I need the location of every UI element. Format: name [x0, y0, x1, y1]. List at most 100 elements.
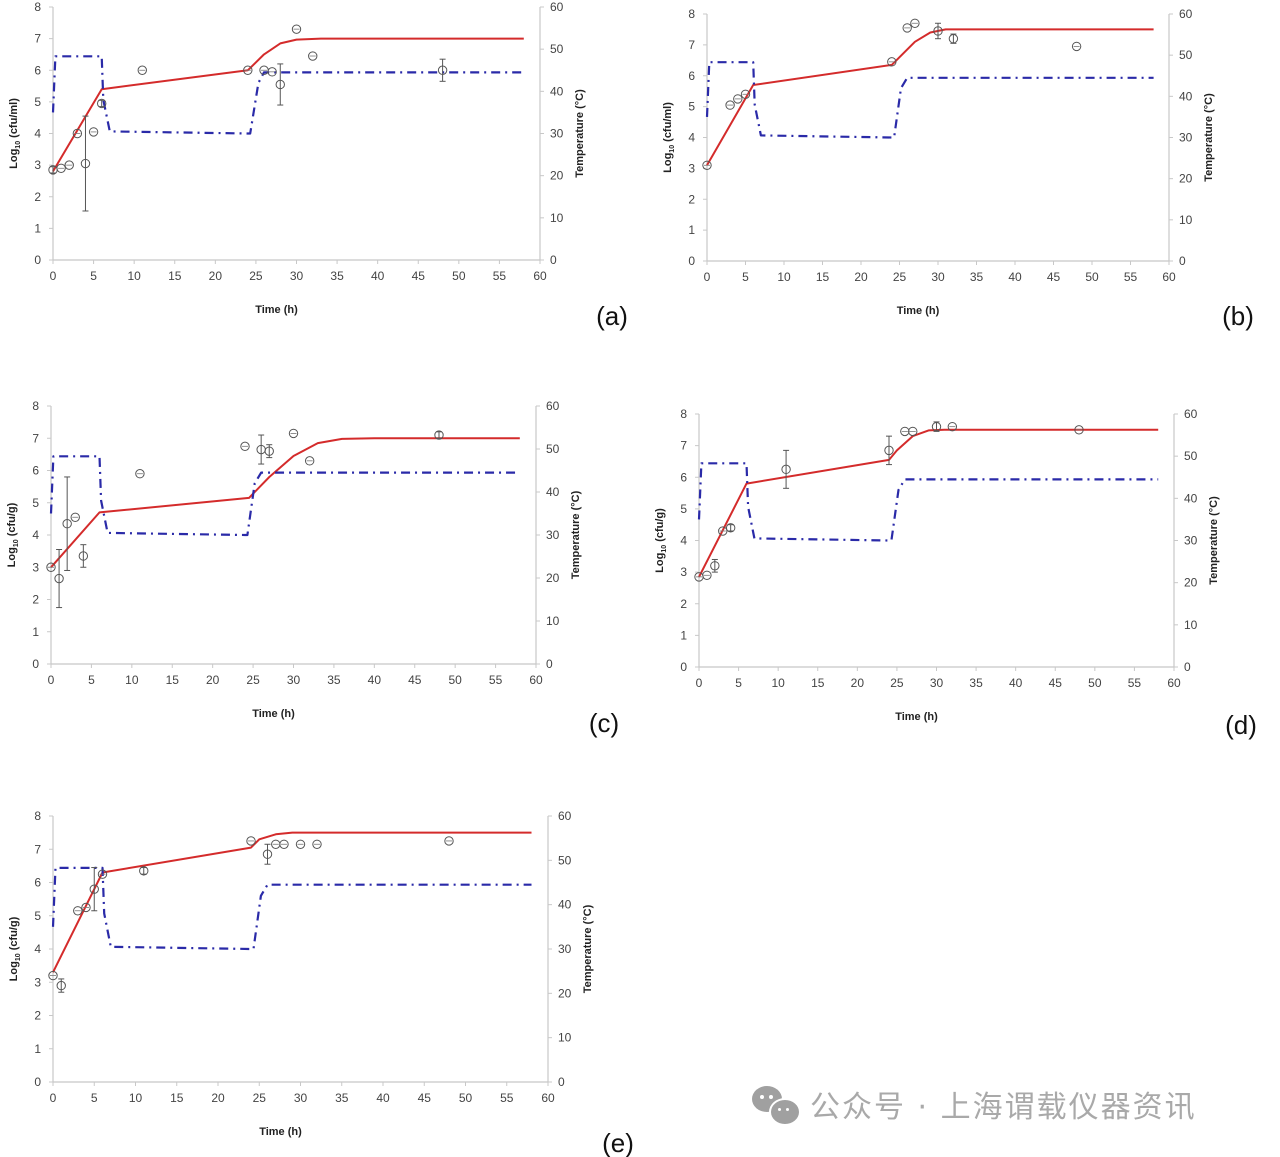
y-tick-label: 1	[34, 1042, 41, 1056]
y2-tick-label: 40	[546, 485, 560, 499]
y-tick-label: 8	[34, 0, 41, 14]
x-tick-label: 0	[50, 1091, 57, 1105]
y-tick-label: 6	[32, 464, 39, 478]
data-point	[291, 24, 302, 34]
temperature-curve	[49, 455, 520, 537]
x-tick-label: 15	[811, 676, 825, 690]
y-tick-label: 2	[34, 1009, 41, 1023]
y-tick-label: 2	[688, 192, 695, 206]
y-tick-label: 0	[688, 254, 695, 268]
x-tick-label: 20	[854, 270, 868, 284]
y-axis-title: Log10 (cfu/g)	[6, 502, 20, 567]
y2-tick-label: 50	[558, 853, 572, 867]
wechat-icon	[752, 1084, 801, 1126]
x-tick-label: 40	[371, 269, 385, 283]
x-tick-label: 60	[529, 673, 543, 687]
x-tick-label: 30	[931, 270, 945, 284]
data-point	[264, 446, 274, 456]
panel-d: 0 5 10 15 20 25 30 35 40 45 50 55 600123456780102030…	[654, 407, 1257, 740]
x-tick-label: 40	[1009, 676, 1023, 690]
x-tick-label: 50	[452, 269, 466, 283]
y-tick-label: 6	[34, 63, 41, 77]
x-tick-label: 45	[1049, 676, 1063, 690]
data-point	[702, 570, 712, 580]
data-point	[72, 128, 83, 139]
y2-tick-label: 30	[558, 942, 572, 956]
temperature-curve	[697, 462, 1159, 542]
data-point	[948, 34, 959, 44]
y-tick-label: 3	[32, 560, 39, 574]
data-point	[718, 526, 728, 536]
x-tick-label: 5	[90, 269, 97, 283]
y2-tick-label: 60	[558, 809, 572, 823]
temperature-curve	[705, 61, 1154, 139]
data-point	[437, 65, 448, 75]
y-tick-label: 1	[32, 625, 39, 639]
data-point	[702, 160, 712, 170]
y2-tick-label: 20	[550, 169, 564, 183]
y2-axis-title: Temperature (°C)	[570, 490, 582, 579]
y-tick-label: 2	[34, 190, 41, 204]
y-tick-label: 7	[34, 842, 41, 856]
x-tick-label: 40	[376, 1091, 390, 1105]
x-tick-label: 50	[1088, 676, 1102, 690]
y2-tick-label: 60	[550, 0, 564, 14]
data-point	[54, 573, 64, 584]
growth-curve	[50, 437, 520, 568]
data-point	[725, 523, 736, 533]
data-point	[434, 430, 444, 440]
x-tick-label: 5	[742, 270, 749, 284]
x-axis-title: Time (h)	[259, 1126, 302, 1138]
y-tick-label: 7	[688, 38, 695, 52]
x-tick-label: 55	[493, 269, 507, 283]
data-point	[97, 869, 108, 879]
y-axis-title: Log10 (cfu/g)	[654, 508, 668, 573]
y2-tick-label: 50	[1184, 449, 1198, 463]
data-point	[88, 127, 99, 137]
x-tick-label: 15	[166, 673, 180, 687]
data-point	[304, 456, 315, 466]
y2-tick-label: 30	[1179, 131, 1193, 145]
y-tick-label: 4	[34, 942, 41, 956]
x-tick-label: 0	[50, 269, 57, 283]
data-point	[73, 906, 83, 916]
y-tick-label: 8	[680, 407, 687, 421]
x-axis-title: Time (h)	[255, 304, 298, 316]
data-point	[902, 23, 912, 33]
x-tick-label: 10	[127, 269, 141, 283]
data-point	[246, 836, 256, 846]
data-point	[275, 79, 285, 90]
data-point	[733, 94, 743, 104]
data-point	[884, 445, 894, 456]
y2-tick-label: 20	[546, 571, 560, 585]
x-tick-label: 20	[209, 269, 223, 283]
data-point	[70, 512, 80, 522]
data-point	[48, 970, 58, 981]
y2-tick-label: 60	[1179, 7, 1193, 21]
data-point	[312, 839, 322, 849]
x-tick-label: 55	[1128, 676, 1142, 690]
y2-axis-title: Temperature (°C)	[574, 89, 586, 178]
panel-a: 0 5 10 15 20 25 30 35 40 45 50 55 600123456780102030…	[8, 0, 628, 331]
panel-label: (a)	[596, 301, 628, 331]
y2-tick-label: 10	[550, 211, 564, 225]
y-tick-label: 2	[680, 597, 687, 611]
x-axis-title: Time (h)	[252, 708, 295, 720]
y2-tick-label: 0	[1179, 254, 1186, 268]
growth-curve	[706, 28, 1154, 166]
watermark-text: 公众号 · 上海谓载仪器资讯	[810, 1090, 1197, 1125]
data-point	[78, 551, 89, 561]
x-tick-label: 60	[541, 1091, 555, 1105]
x-tick-label: 35	[970, 270, 984, 284]
x-tick-label: 20	[211, 1091, 225, 1105]
x-tick-label: 10	[125, 673, 139, 687]
x-tick-label: 50	[1085, 270, 1099, 284]
data-point	[740, 89, 751, 99]
x-tick-label: 25	[246, 673, 260, 687]
x-tick-label: 35	[335, 1091, 349, 1105]
y-tick-label: 4	[34, 127, 41, 141]
data-point	[710, 561, 720, 571]
x-tick-label: 60	[1167, 676, 1181, 690]
y-tick-label: 2	[32, 593, 39, 607]
